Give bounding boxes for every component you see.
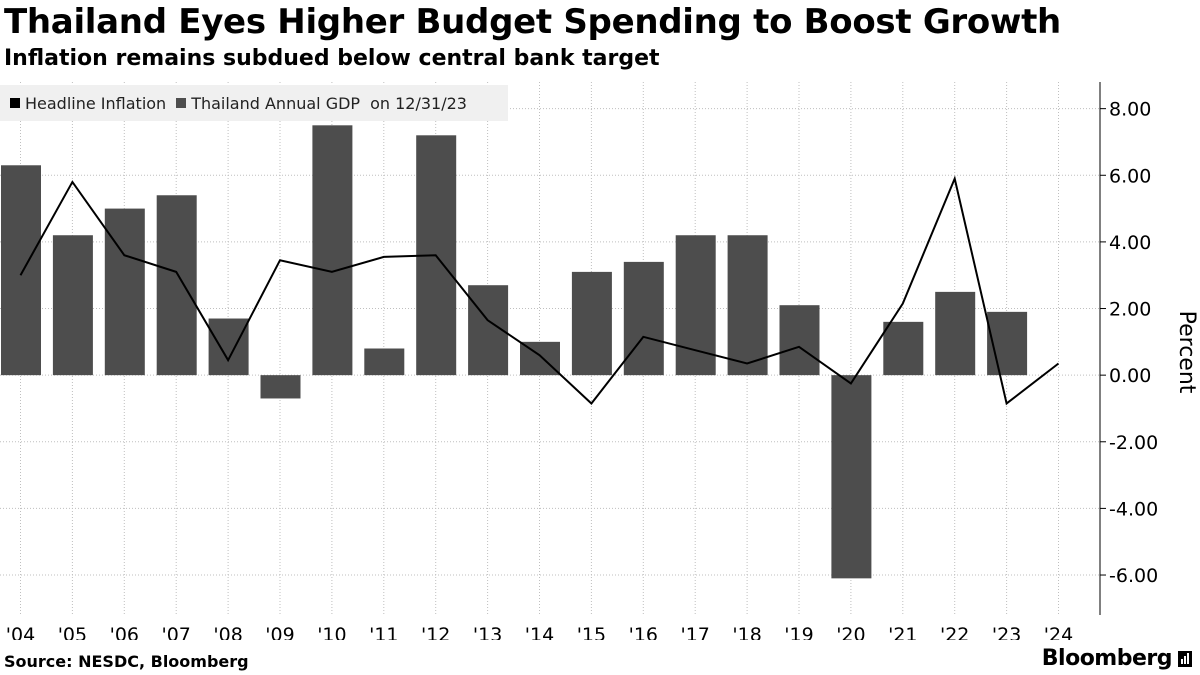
gdp-bar: [1, 165, 41, 376]
x-tick-label: '19: [784, 624, 813, 640]
chart-title: Thailand Eyes Higher Budget Spending to …: [4, 2, 1061, 42]
y-tick-label: -4.00: [1109, 498, 1158, 520]
chart-area: 8.00 6.00 4.00 2.00 0.00 -2.00 -4.00 -6.00 Perce…: [0, 82, 1199, 640]
gdp-bar: [312, 125, 353, 376]
x-tick-label: '12: [421, 624, 450, 640]
gdp-bar: [675, 235, 716, 376]
legend-label-inflation: Headline Inflation: [25, 93, 167, 113]
x-tick-label: '14: [525, 624, 554, 640]
legend-swatch-gdp: [176, 98, 187, 108]
gdp-bar: [260, 375, 301, 399]
y-tick-label: -6.00: [1109, 565, 1158, 587]
x-tick-label: '07: [161, 624, 190, 640]
y-tick-label: 4.00: [1109, 232, 1151, 254]
x-tick-label: '09: [265, 624, 294, 640]
gdp-bar: [727, 235, 768, 376]
x-tick-label: '05: [58, 624, 87, 640]
gdp-bar: [104, 208, 145, 376]
gdp-bar: [779, 305, 820, 376]
legend-item-inflation[interactable]: Headline Inflation: [10, 94, 166, 113]
y-axis-label: Percent: [1174, 311, 1199, 394]
x-tick-label: '15: [577, 624, 606, 640]
legend-swatch-inflation: [10, 98, 20, 108]
gdp-bar: [935, 291, 976, 376]
gdp-bar: [52, 235, 93, 376]
x-tick-label: '17: [680, 624, 709, 640]
legend-item-gdp[interactable]: Thailand Annual GDP: [176, 94, 360, 113]
x-tick-label: '24: [1044, 624, 1073, 640]
gdp-bar: [831, 375, 872, 579]
brand-wordmark: Bloomberg: [1041, 646, 1173, 671]
x-tick-label: '08: [213, 624, 242, 640]
x-tick-label: '18: [732, 624, 761, 640]
brand-logo: Bloomberg: [1042, 646, 1192, 671]
y-tick-label: 6.00: [1109, 165, 1151, 187]
x-tick-label: '04: [6, 624, 35, 640]
x-tick-label: '13: [473, 624, 502, 640]
gdp-bar: [208, 318, 249, 376]
x-tick-label: '22: [940, 624, 969, 640]
x-tick-label: '10: [317, 624, 346, 640]
gdp-bar: [571, 271, 612, 376]
gdp-bar: [883, 321, 924, 376]
legend-label-gdp: Thailand Annual GDP: [191, 93, 361, 113]
x-tick-label: '16: [629, 624, 658, 640]
chart-subtitle: Inflation remains subdued below central …: [4, 46, 660, 71]
x-tick-label: '06: [110, 624, 139, 640]
legend: Headline Inflation Thailand Annual GDP o…: [0, 85, 508, 121]
source-note: Source: NESDC, Bloomberg: [4, 652, 249, 671]
y-tick-label: -2.00: [1109, 432, 1158, 454]
gdp-bar: [364, 348, 405, 376]
bloomberg-terminal-icon: [1178, 650, 1192, 667]
y-tick-label: 2.00: [1109, 299, 1151, 321]
y-tick-label: 0.00: [1109, 365, 1151, 387]
gdp-bar: [623, 261, 664, 376]
x-tick-label: '11: [369, 624, 398, 640]
x-tick-label: '23: [992, 624, 1021, 640]
legend-date: on 12/31/23: [370, 93, 467, 113]
x-tick-label: '20: [836, 624, 865, 640]
x-tick-label: '21: [888, 624, 917, 640]
y-tick-label: 8.00: [1109, 99, 1151, 121]
gdp-bar: [156, 195, 197, 376]
